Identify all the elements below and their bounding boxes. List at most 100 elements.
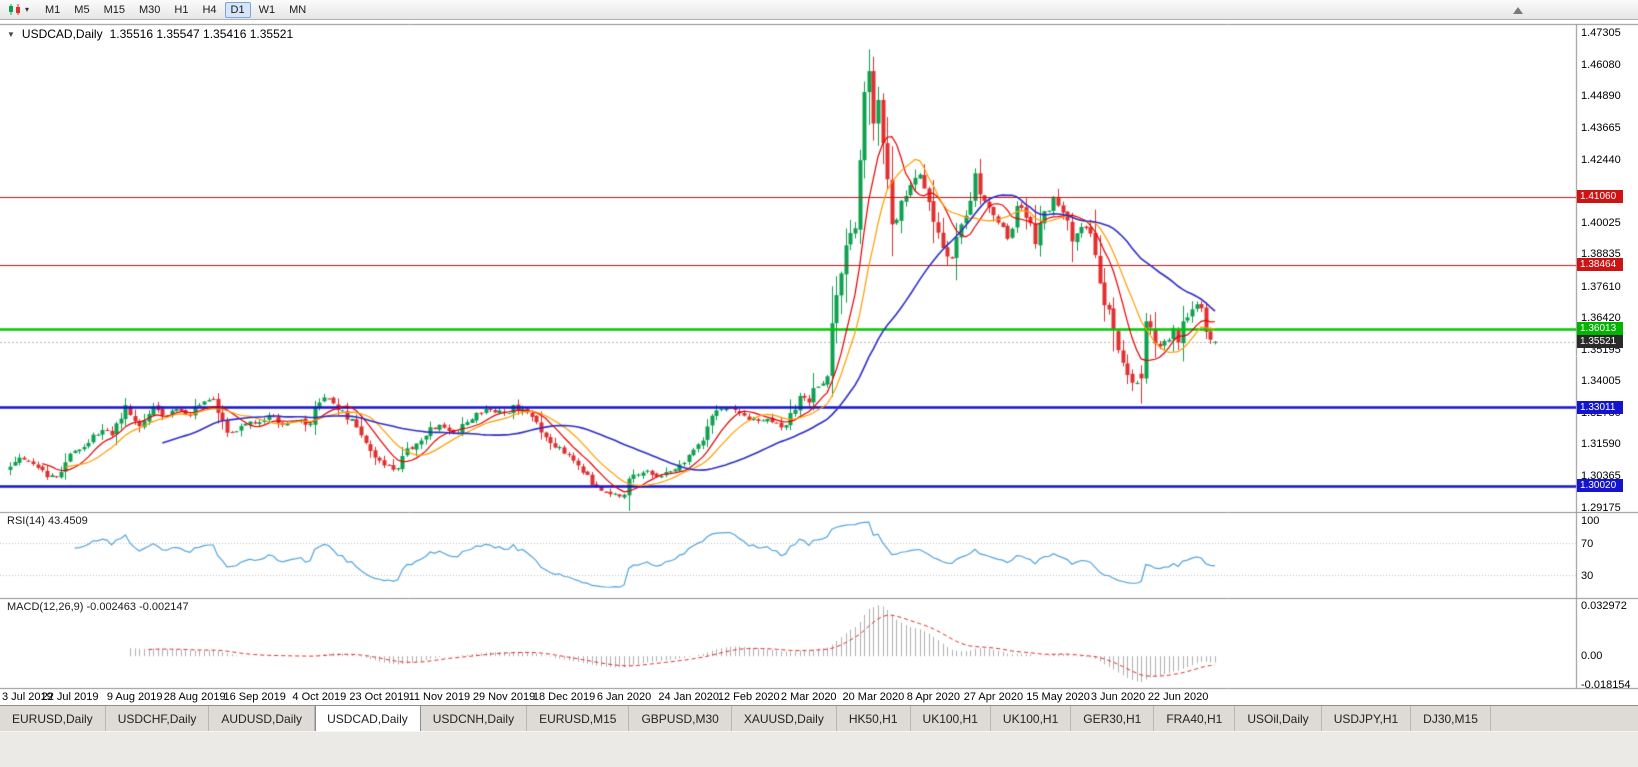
- chart-tab-ger30-h1[interactable]: GER30,H1: [1071, 706, 1155, 731]
- chart-tab-label: EURUSD,M15: [539, 711, 617, 726]
- price-axis-tick: 1.43665: [1581, 121, 1621, 134]
- macd-axis-tick: -0.018154: [1581, 679, 1631, 692]
- macd-axis-tick: 0.00: [1581, 650, 1603, 663]
- price-axis-tick: 1.40025: [1581, 217, 1621, 230]
- chart-tab-label: AUDUSD,Daily: [221, 711, 303, 726]
- time-axis-label: 4 Oct 2019: [292, 691, 347, 703]
- chart-tab-hk50-h1[interactable]: HK50,H1: [837, 706, 911, 731]
- symbol-dropdown-icon[interactable]: ▼: [7, 29, 15, 39]
- time-axis-label: 12 Feb 2020: [717, 691, 780, 703]
- status-bar: [0, 731, 1638, 767]
- price-marker-support: 1.36013: [1577, 322, 1623, 336]
- chart-tab-label: UK100,H1: [1002, 711, 1059, 726]
- price-marker-current-price: 1.35521: [1577, 335, 1623, 349]
- time-axis-label: 8 Apr 2020: [906, 691, 960, 703]
- time-axis-label: 23 Oct 2019: [349, 691, 410, 703]
- timeframe-button-m15[interactable]: M15: [98, 2, 131, 18]
- chart-tab-label: USDJPY,H1: [1333, 711, 1399, 726]
- time-axis[interactable]: 3 Jul 2019 22 Jul 2019 9 Aug 2019 28 Aug 20…: [0, 689, 1576, 705]
- timeframe-button-h1[interactable]: H1: [168, 2, 194, 18]
- chart-tab-label: USOil,Daily: [1247, 711, 1309, 726]
- rsi-indicator-label: RSI(14) 43.4509: [7, 515, 88, 527]
- rsi-axis-tick: 70: [1581, 538, 1594, 551]
- chart-title: ▼ USDCAD,Daily 1.35516 1.35547 1.35416 1…: [7, 27, 293, 41]
- time-axis-label: 6 Jan 2020: [596, 691, 652, 703]
- rsi-name: RSI(14): [7, 515, 45, 527]
- time-axis-label: 22 Jun 2020: [1147, 691, 1209, 703]
- rsi-axis-tick: 30: [1581, 569, 1594, 582]
- timeframe-button-h4[interactable]: H4: [196, 2, 222, 18]
- chart-tab-label: HK50,H1: [848, 711, 898, 726]
- time-axis-label: 3 Jul 2019: [2, 691, 53, 703]
- macd-indicator-label: MACD(12,26,9) -0.002463 -0.002147: [7, 601, 189, 613]
- time-axis-label: 29 Nov 2019: [472, 691, 536, 703]
- price-axis-tick: 1.31590: [1581, 438, 1621, 451]
- chart-tab-uk100-h1[interactable]: UK100,H1: [911, 706, 991, 731]
- chart-tab-usoil-daily[interactable]: USOil,Daily: [1235, 706, 1322, 731]
- timeframe-button-w1[interactable]: W1: [253, 2, 282, 18]
- time-axis-label: 20 Mar 2020: [842, 691, 905, 703]
- chart-tab-fra40-h1[interactable]: FRA40,H1: [1154, 706, 1236, 731]
- chart-tab-label: XAUUSD,Daily: [743, 711, 824, 726]
- chart-tab-uk100-h1[interactable]: UK100,H1: [991, 706, 1072, 731]
- price-axis-tick: 1.47305: [1581, 26, 1621, 39]
- timeframe-button-mn[interactable]: MN: [283, 2, 312, 18]
- time-axis-label: 22 Jul 2019: [41, 691, 99, 703]
- time-axis-label: 27 Apr 2020: [963, 691, 1024, 703]
- chart-tab-label: USDCAD,Daily: [327, 711, 408, 726]
- time-axis-label: 3 Jun 2020: [1090, 691, 1146, 703]
- candlestick-chart-icon: [9, 4, 20, 15]
- rsi-axis-tick: 100: [1581, 515, 1600, 527]
- rsi-value: 43.4509: [47, 515, 88, 527]
- chart-shift-marker[interactable]: [1513, 7, 1523, 14]
- time-axis-label: 18 Dec 2019: [532, 691, 596, 703]
- timeframe-toolbar: ▾ M1 M5 M15 M30 H1 H4 D1 W1 MN: [0, 0, 1638, 20]
- price-chart-canvas[interactable]: [0, 20, 1638, 705]
- time-axis-label: 9 Aug 2019: [106, 691, 163, 703]
- chart-tab-label: USDCNH,Daily: [432, 711, 515, 726]
- chart-tab-label: EURUSD,Daily: [12, 711, 93, 726]
- chart-tab-xauusd-daily[interactable]: XAUUSD,Daily: [732, 706, 837, 731]
- price-axis-tick: 1.38835: [1581, 248, 1621, 261]
- chevron-down-icon: ▾: [25, 4, 30, 14]
- price-axis-tick: 1.34005: [1581, 374, 1621, 387]
- chart-tab-bar: EURUSD,Daily USDCHF,Daily AUDUSD,Daily USDC…: [0, 705, 1638, 731]
- chart-symbol-label: USDCAD,Daily: [21, 27, 103, 41]
- price-axis-tick: 1.46080: [1581, 58, 1621, 71]
- chart-tab-eurusd-m15[interactable]: EURUSD,M15: [527, 706, 630, 731]
- chart-tab-label: FRA40,H1: [1166, 711, 1223, 726]
- chart-type-dropdown[interactable]: ▾: [3, 2, 33, 17]
- timeframe-buttons: M1 M5 M15 M30 H1 H4 D1 W1 MN: [39, 1, 312, 18]
- chart-window: ▼ USDCAD,Daily 1.35516 1.35547 1.35416 1…: [0, 20, 1638, 705]
- chart-tab-label: UK100,H1: [922, 711, 978, 726]
- chart-tab-gbpusd-m30[interactable]: GBPUSD,M30: [629, 706, 732, 731]
- chart-tab-usdcnh-daily[interactable]: USDCNH,Daily: [421, 706, 528, 731]
- macd-name: MACD(12,26,9): [7, 601, 84, 613]
- chart-tab-audusd-daily[interactable]: AUDUSD,Daily: [209, 706, 316, 731]
- timeframe-button-m30[interactable]: M30: [133, 2, 166, 18]
- chart-tab-usdchf-daily[interactable]: USDCHF,Daily: [106, 706, 210, 731]
- price-axis-tick: 1.36420: [1581, 311, 1621, 324]
- chart-tab-label: DJ30,M15: [1423, 711, 1478, 726]
- timeframe-button-m1[interactable]: M1: [39, 2, 66, 18]
- timeframe-button-d1[interactable]: D1: [224, 1, 251, 18]
- chart-tab-usdcad-daily[interactable]: USDCAD,Daily: [315, 706, 421, 731]
- price-axis-tick: 1.44890: [1581, 89, 1621, 102]
- macd-axis-tick: 0.032972: [1581, 600, 1627, 612]
- time-axis-label: 11 Nov 2019: [408, 691, 471, 703]
- time-axis-label: 15 May 2020: [1026, 691, 1090, 703]
- time-axis-label: 2 Mar 2020: [780, 691, 837, 703]
- price-marker-resistance: 1.38464: [1577, 258, 1623, 272]
- time-axis-label: 24 Jan 2020: [658, 691, 719, 703]
- chart-tab-usdjpy-h1[interactable]: USDJPY,H1: [1322, 706, 1412, 731]
- time-axis-label: 16 Sep 2019: [223, 691, 286, 703]
- timeframe-button-m5[interactable]: M5: [68, 2, 95, 18]
- price-marker-support: 1.30020: [1577, 479, 1623, 493]
- price-axis-tick: 1.42440: [1581, 153, 1621, 166]
- chart-tab-dj30-m15[interactable]: DJ30,M15: [1411, 706, 1491, 731]
- price-axis[interactable]: 1.47305 1.46080 1.44890 1.43665 1.42440 1.400…: [1576, 20, 1638, 705]
- chart-tab-eurusd-daily[interactable]: EURUSD,Daily: [0, 706, 106, 731]
- price-marker-resistance: 1.41060: [1577, 190, 1623, 204]
- price-axis-tick: 1.29175: [1581, 501, 1621, 514]
